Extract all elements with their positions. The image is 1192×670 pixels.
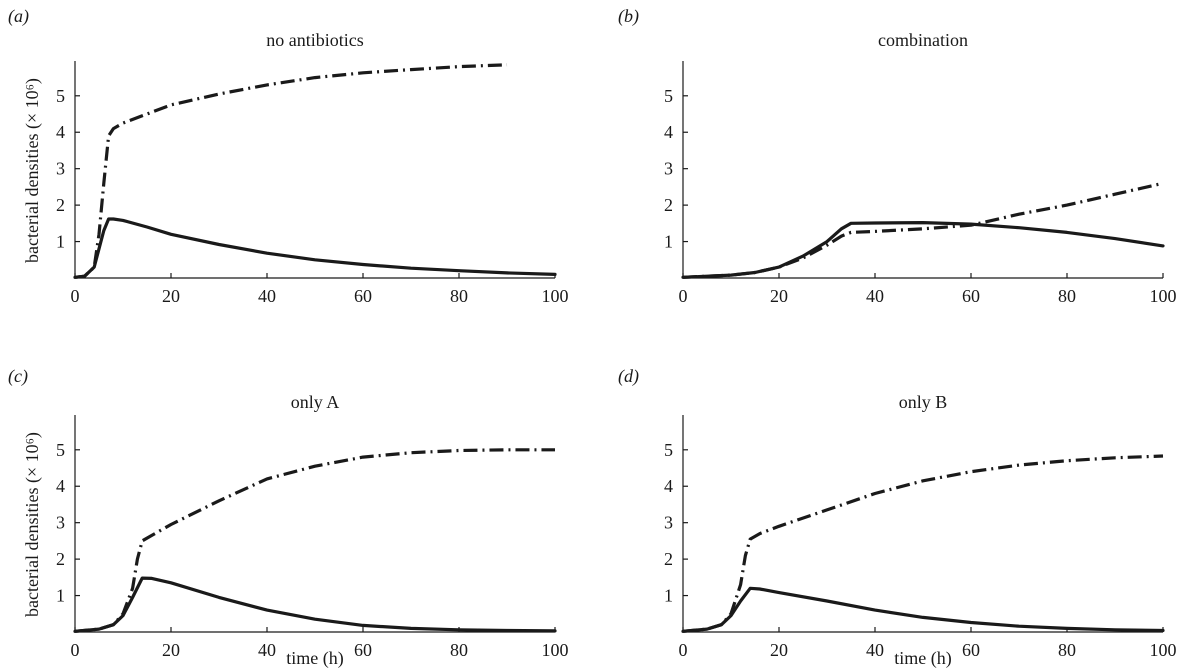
- x-tick-label: 40: [258, 640, 276, 660]
- x-tick-label: 0: [71, 640, 80, 660]
- x-tick-label: 20: [162, 286, 180, 306]
- y-tick-label: 5: [56, 86, 65, 106]
- x-tick-label: 40: [866, 640, 884, 660]
- y-tick-label: 4: [664, 476, 673, 496]
- y-tick-label: 4: [56, 476, 65, 496]
- y-tick-label: 4: [56, 122, 65, 142]
- panel-3: (c) only A 0 20 40 60 80 100 1 2 3 4 5 bacterial dens…: [8, 366, 569, 669]
- x-tick-label: 20: [162, 640, 180, 660]
- y-tick-label: 2: [56, 549, 65, 569]
- series-line-solid: [681, 221, 1165, 279]
- x-tick-label: 80: [450, 286, 468, 306]
- y-axis-label: bacterial densities (× 10⁶): [22, 432, 43, 617]
- y-tick-label: 1: [664, 232, 673, 252]
- x-tick-label: 0: [679, 640, 688, 660]
- x-tick-label: 60: [354, 286, 372, 306]
- x-tick-label: 60: [354, 640, 372, 660]
- y-tick-label: 1: [664, 586, 673, 606]
- y-tick-label: 2: [664, 195, 673, 215]
- x-tick-label: 80: [1058, 640, 1076, 660]
- panel-1: (a) no antibiotics 0 20 40 60 80 100 1 2 3 4 5 bacter…: [8, 6, 569, 306]
- series-line-dashdot: [74, 63, 508, 279]
- panel-label: (c): [8, 366, 28, 387]
- y-tick-label: 1: [56, 586, 65, 606]
- panel-title: no antibiotics: [266, 30, 364, 50]
- series-line-dashdot: [682, 181, 1164, 279]
- y-tick-label: 5: [664, 86, 673, 106]
- y-tick-label: 3: [56, 513, 65, 533]
- x-tick-label: 0: [71, 286, 80, 306]
- x-tick-label: 60: [962, 286, 980, 306]
- y-tick-label: 5: [56, 440, 65, 460]
- y-tick-label: 3: [56, 159, 65, 179]
- x-tick-label: 100: [542, 640, 569, 660]
- y-tick-label: 3: [664, 159, 673, 179]
- x-tick-label: 20: [770, 640, 788, 660]
- x-tick-label: 80: [450, 640, 468, 660]
- panel-label: (a): [8, 6, 29, 27]
- y-tick-label: 2: [56, 195, 65, 215]
- panel-title: combination: [878, 30, 968, 50]
- panel-label: (b): [618, 6, 639, 27]
- y-tick-label: 2: [664, 549, 673, 569]
- panel-title: only B: [899, 392, 948, 412]
- series-line-dashdot: [682, 454, 1164, 633]
- x-tick-label: 100: [542, 286, 569, 306]
- x-tick-label: 100: [1150, 640, 1177, 660]
- x-tick-label: 40: [866, 286, 884, 306]
- y-tick-label: 3: [664, 513, 673, 533]
- x-tick-label: 20: [770, 286, 788, 306]
- y-tick-label: 1: [56, 232, 65, 252]
- x-axis-label: time (h): [286, 648, 343, 669]
- series-line-dashdot: [74, 448, 555, 633]
- series-line-solid: [73, 576, 557, 633]
- x-tick-label: 40: [258, 286, 276, 306]
- x-axis-label: time (h): [894, 648, 951, 669]
- panel-4: (d) only B 0 20 40 60 80 100 1 2 3 4 5 time (h): [618, 366, 1177, 669]
- panel-2: (b) combination 0 20 40 60 80 100 1 2 3 4 5: [618, 6, 1177, 306]
- y-axis-label: bacterial densities (× 10⁶): [22, 78, 43, 263]
- y-tick-label: 4: [664, 122, 673, 142]
- x-tick-label: 100: [1150, 286, 1177, 306]
- series-line-solid: [681, 586, 1165, 633]
- x-tick-label: 0: [679, 286, 688, 306]
- y-tick-label: 5: [664, 440, 673, 460]
- x-tick-label: 60: [962, 640, 980, 660]
- series-line-solid: [73, 217, 557, 279]
- panel-label: (d): [618, 366, 639, 387]
- x-tick-label: 80: [1058, 286, 1076, 306]
- panel-title: only A: [291, 392, 340, 412]
